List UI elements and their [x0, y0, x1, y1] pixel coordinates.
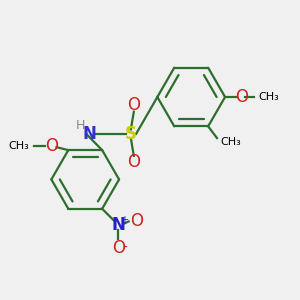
- Text: CH₃: CH₃: [220, 136, 241, 147]
- Text: +: +: [120, 215, 128, 225]
- Text: O: O: [235, 88, 248, 106]
- Text: N: N: [83, 125, 97, 143]
- Text: O: O: [127, 96, 140, 114]
- Text: S: S: [125, 125, 137, 143]
- Text: CH₃: CH₃: [258, 92, 279, 102]
- Text: O: O: [130, 212, 143, 230]
- Text: H: H: [76, 119, 86, 132]
- Text: N: N: [111, 216, 125, 234]
- Text: O: O: [45, 137, 58, 155]
- Text: O: O: [127, 153, 140, 171]
- Text: CH₃: CH₃: [8, 141, 29, 151]
- Text: O: O: [112, 238, 125, 256]
- Text: -: -: [122, 241, 127, 255]
